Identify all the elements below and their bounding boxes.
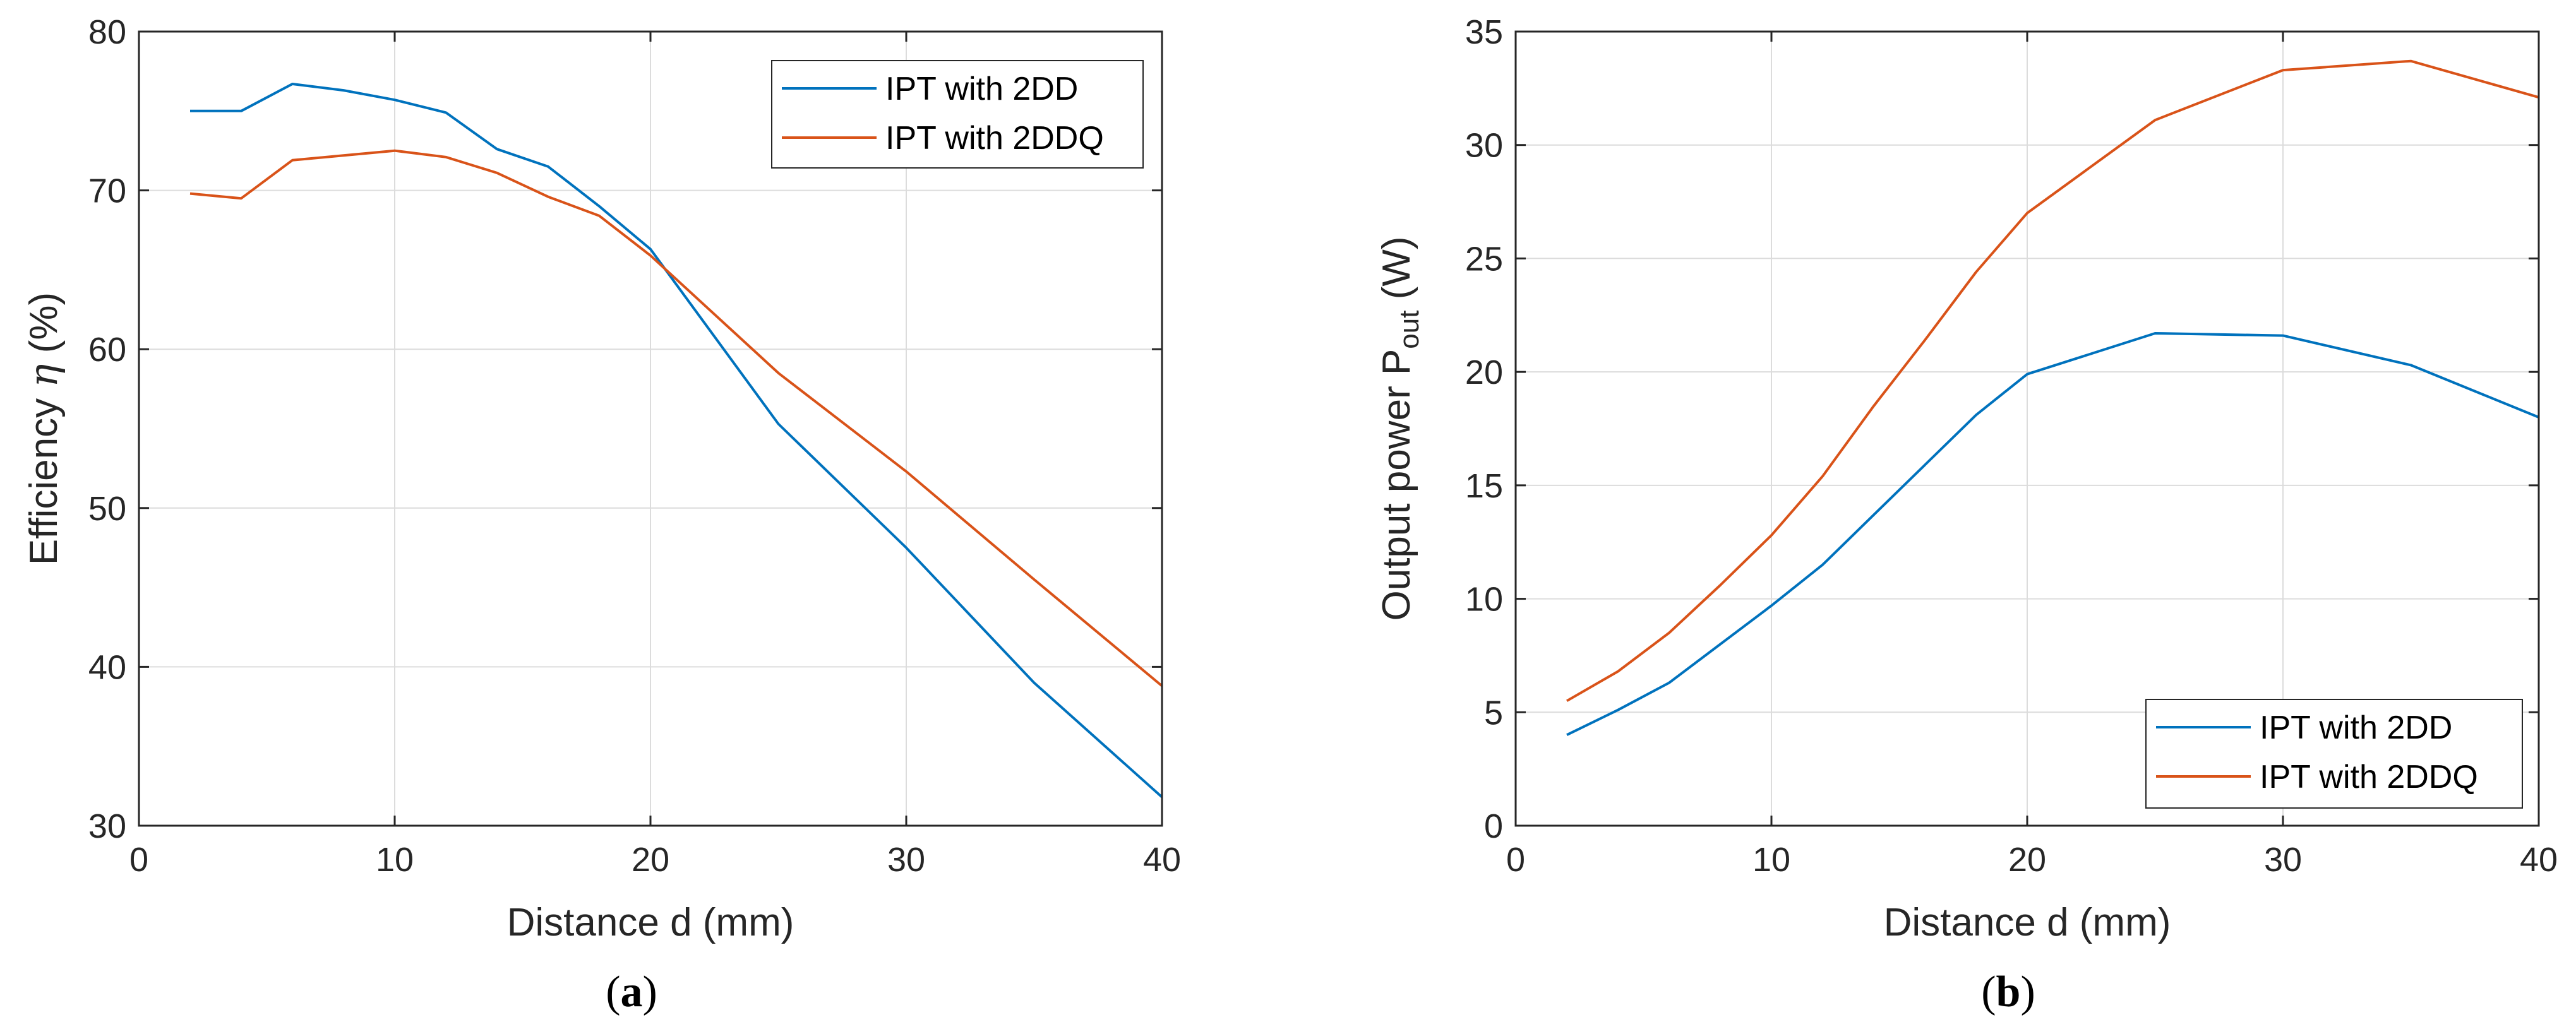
chart-b-y-tick-labels: 0 5 10 15 20 25 30 35 [1465,13,2539,845]
chart-b-legend: IPT with 2DD IPT with 2DDQ [2145,699,2523,809]
chart-a-x-tick-label: 0 [129,841,148,879]
chart-b-x-tick-label: 30 [2264,841,2302,879]
chart-b-x-tick-labels: 0 10 20 30 40 [1506,32,2558,879]
chart-a-y-tick-label: 60 [88,331,126,369]
chart-b: 0 10 20 30 40 0 5 10 15 20 25 30 35 Distance d (mm)… [1375,13,2558,1016]
chart-a-x-tick-label: 10 [376,841,414,879]
chart-b-series-ipt-with-2ddq [1566,59,2539,703]
chart-b-sublabel: (b) [1981,968,2035,1016]
chart-a-y-axis-label: Efficiency η (%) [20,292,66,565]
chart-a-y-tick-label: 70 [88,172,126,210]
chart-a-legend: IPT with 2DD IPT with 2DDQ [771,60,1144,169]
chart-a-x-tick-label: 40 [1143,841,1181,879]
chart-b-y-tick-label: 20 [1465,354,1503,391]
chart-b-y-tick-label: 10 [1465,581,1503,619]
chart-a-legend-label-2ddq: IPT with 2DDQ [885,120,1104,157]
chart-a-y-tick-label: 40 [88,648,126,686]
chart-a-x-tick-labels: 0 10 20 30 40 [129,32,1181,879]
chart-a-y-tick-label: 50 [88,490,126,528]
chart-b-y-tick-label: 35 [1465,13,1503,51]
chart-a-y-tick-labels: 30 40 50 60 70 80 [88,13,1162,845]
chart-a-series-lines [189,83,1163,799]
chart-a-series-ipt-with-2dd [190,83,1163,799]
chart-b-y-tick-label: 0 [1484,807,1503,845]
chart-b-y-tick-label: 5 [1484,694,1503,732]
chart-a-y-tick-label: 80 [88,13,126,51]
chart-b-legend-label-2dd: IPT with 2DD [2260,710,2452,746]
chart-b-y-axis-label: Output power Pout (W) [1375,236,1425,621]
chart-a-y-tick-label: 30 [88,807,126,845]
chart-b-series-ipt-with-2dd [1566,332,2539,736]
chart-a-sublabel: (a) [606,968,657,1016]
chart-b-legend-label-2ddq: IPT with 2DDQ [2260,759,2478,795]
chart-b-legend-box [2145,699,2523,809]
chart-a-legend-box [771,60,1144,169]
chart-a: 0 10 20 30 40 30 40 50 60 70 80 Distance d (mm) E… [20,13,1181,1016]
chart-b-x-tick-label: 20 [2008,841,2046,879]
chart-a-x-tick-label: 20 [632,841,669,879]
chart-a-x-tick-label: 30 [887,841,925,879]
chart-a-legend-label-2dd: IPT with 2DD [885,71,1078,107]
chart-b-x-axis-label: Distance d (mm) [1884,901,2171,944]
chart-a-x-axis-label: Distance d (mm) [507,901,794,944]
chart-a-series-ipt-with-2ddq [189,149,1163,687]
chart-b-y-tick-label: 15 [1465,467,1503,505]
chart-b-series-lines [1566,59,2539,736]
chart-b-x-tick-label: 10 [1752,841,1790,879]
chart-b-x-tick-label: 0 [1506,841,1525,879]
chart-b-x-tick-label: 40 [2520,841,2558,879]
chart-b-y-tick-label: 25 [1465,240,1503,278]
chart-b-y-tick-label: 30 [1465,127,1503,165]
